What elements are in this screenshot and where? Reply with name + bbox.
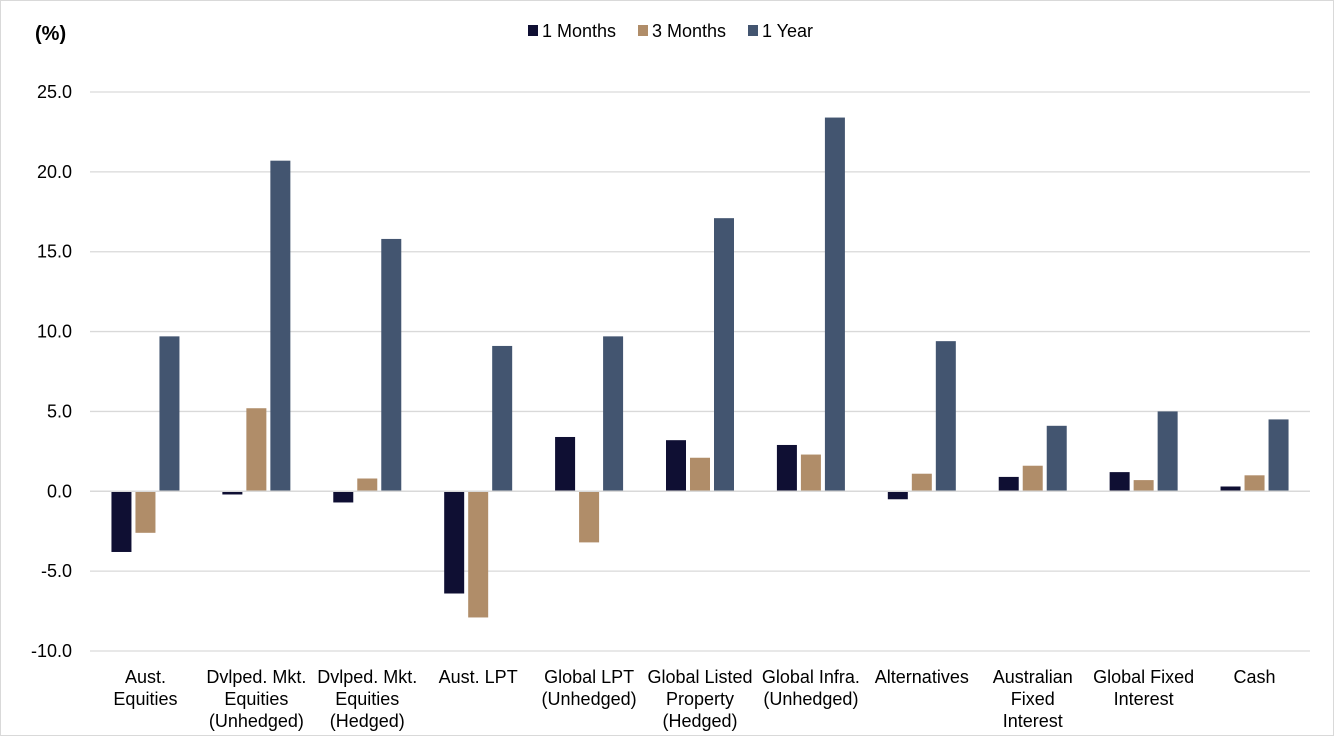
bar-3-months bbox=[579, 491, 600, 543]
category-label: Australian bbox=[993, 667, 1073, 687]
bars bbox=[111, 117, 1289, 618]
bar-3-months bbox=[690, 457, 710, 492]
y-tick-label: -5.0 bbox=[41, 561, 72, 581]
legend-label: 3 Months bbox=[652, 21, 726, 41]
legend-item-1-year: 1 Year bbox=[748, 21, 813, 41]
bar-1-months bbox=[998, 476, 1019, 492]
category-label: (Unhedged) bbox=[209, 711, 304, 731]
bar-1-year bbox=[1046, 425, 1067, 492]
category-label: Aust. bbox=[125, 667, 166, 687]
bar-1-year bbox=[381, 238, 402, 492]
legend-label: 1 Year bbox=[762, 21, 813, 41]
legend-item-1-months: 1 Months bbox=[528, 21, 616, 41]
bar-1-months bbox=[111, 491, 132, 552]
bar-1-year bbox=[270, 160, 291, 492]
bar-1-year bbox=[935, 341, 956, 492]
bar-1-months bbox=[444, 491, 465, 594]
bar-3-months bbox=[135, 491, 156, 533]
gridlines bbox=[90, 91, 1310, 652]
category-label: Fixed bbox=[1011, 689, 1055, 709]
y-axis-unit-label: (%) bbox=[35, 23, 66, 45]
legend: 1 Months 3 Months 1 Year bbox=[528, 21, 813, 41]
category-label: Aust. LPT bbox=[439, 667, 518, 687]
category-label: Dvlped. Mkt. bbox=[206, 667, 306, 687]
bar-1-year bbox=[1157, 411, 1178, 492]
category-label: Cash bbox=[1234, 667, 1276, 687]
bar-1-year bbox=[159, 336, 180, 492]
bar-1-year bbox=[603, 336, 624, 492]
category-label: Equities bbox=[113, 689, 177, 709]
bar-3-months bbox=[1133, 480, 1154, 492]
category-label: Alternatives bbox=[875, 667, 969, 687]
bar-3-months bbox=[800, 454, 821, 492]
category-label: Interest bbox=[1003, 711, 1063, 731]
y-tick-label: 0.0 bbox=[47, 481, 72, 501]
category-label: (Unhedged) bbox=[542, 689, 637, 709]
bar-3-months bbox=[246, 408, 267, 492]
bar-1-months bbox=[222, 491, 243, 495]
bar-1-months bbox=[555, 436, 576, 492]
bar-1-months bbox=[1220, 486, 1241, 492]
bar-3-months bbox=[357, 478, 378, 492]
category-label: (Unhedged) bbox=[763, 689, 858, 709]
bar-3-months bbox=[1244, 475, 1265, 492]
y-axis-ticks: 25.0 20.0 15.0 10.0 5.0 0.0 -5.0 -10.0 bbox=[31, 82, 72, 661]
category-label: (Hedged) bbox=[330, 711, 405, 731]
y-tick-label: 5.0 bbox=[47, 401, 72, 421]
category-label: Interest bbox=[1114, 689, 1174, 709]
legend-swatch bbox=[638, 25, 648, 36]
bar-1-months bbox=[887, 491, 908, 500]
legend-swatch bbox=[528, 25, 538, 36]
category-label: Global Fixed bbox=[1093, 667, 1194, 687]
legend-item-3-months: 3 Months bbox=[638, 21, 726, 41]
bar-1-months bbox=[1109, 472, 1130, 492]
bar-1-months bbox=[333, 491, 354, 503]
bar-1-year bbox=[714, 218, 734, 492]
y-tick-label: 15.0 bbox=[37, 242, 72, 262]
legend-label: 1 Months bbox=[542, 21, 616, 41]
legend-swatch bbox=[748, 25, 758, 36]
category-label: Global Infra. bbox=[762, 667, 860, 687]
y-tick-label: 20.0 bbox=[37, 162, 72, 182]
category-label: Global Listed bbox=[647, 667, 752, 687]
y-tick-label: -10.0 bbox=[31, 641, 72, 661]
bar-1-year bbox=[1268, 419, 1289, 492]
bar-1-year bbox=[824, 117, 845, 492]
y-tick-label: 25.0 bbox=[37, 82, 72, 102]
category-label: Equities bbox=[335, 689, 399, 709]
bar-1-year bbox=[492, 345, 513, 492]
bar-1-months bbox=[666, 440, 686, 492]
category-label: Global LPT bbox=[544, 667, 634, 687]
bar-3-months bbox=[468, 491, 489, 618]
category-label: (Hedged) bbox=[662, 711, 737, 731]
category-label: Dvlped. Mkt. bbox=[317, 667, 417, 687]
bar-3-months bbox=[911, 473, 932, 492]
y-tick-label: 10.0 bbox=[37, 322, 72, 342]
category-label: Equities bbox=[224, 689, 288, 709]
bar-1-months bbox=[776, 444, 797, 492]
bar-3-months bbox=[1022, 465, 1043, 492]
category-label: Property bbox=[666, 689, 734, 709]
